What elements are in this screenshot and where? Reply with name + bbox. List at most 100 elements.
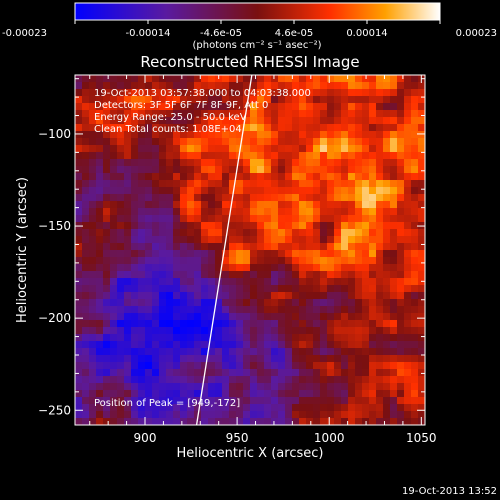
heatmap-cell: [376, 411, 384, 419]
heatmap-cell: [411, 362, 419, 370]
heatmap-cell: [222, 131, 230, 139]
heatmap-cell: [159, 82, 167, 90]
heatmap-cell: [397, 362, 405, 370]
heatmap-cell: [278, 341, 286, 349]
heatmap-cell: [250, 250, 258, 258]
heatmap-cell: [362, 145, 370, 153]
heatmap-cell: [278, 187, 286, 195]
heatmap-cell: [299, 236, 307, 244]
heatmap-cell: [215, 271, 223, 279]
heatmap-cell: [285, 103, 293, 111]
heatmap-cell: [264, 152, 272, 160]
heatmap-cell: [194, 243, 202, 251]
heatmap-cell: [327, 222, 335, 230]
heatmap-cell: [271, 299, 279, 307]
heatmap-cell: [124, 201, 132, 209]
heatmap-cell: [103, 271, 111, 279]
heatmap-cell: [215, 243, 223, 251]
heatmap-cell: [187, 355, 195, 363]
heatmap-cell: [159, 362, 167, 370]
heatmap-cell: [110, 222, 118, 230]
heatmap-cell: [145, 285, 153, 293]
heatmap-cell: [397, 271, 405, 279]
heatmap-cell: [194, 75, 202, 83]
heatmap-cell: [89, 82, 97, 90]
heatmap-cell: [180, 306, 188, 314]
heatmap-cell: [75, 194, 83, 202]
heatmap-cell: [166, 103, 174, 111]
heatmap-cell: [180, 243, 188, 251]
heatmap-cell: [355, 159, 363, 167]
heatmap-cell: [166, 145, 174, 153]
heatmap-cell: [383, 138, 391, 146]
heatmap-cell: [208, 222, 216, 230]
heatmap-cell: [320, 89, 328, 97]
heatmap-cell: [250, 236, 258, 244]
heatmap-cell: [138, 271, 146, 279]
heatmap-cell: [215, 152, 223, 160]
heatmap-cell: [180, 75, 188, 83]
heatmap-cell: [313, 194, 321, 202]
heatmap-cell: [187, 320, 195, 328]
heatmap-cell: [194, 271, 202, 279]
heatmap-cell: [138, 264, 146, 272]
heatmap-cell: [278, 390, 286, 398]
heatmap-cell: [96, 152, 104, 160]
heatmap-cell: [418, 404, 425, 412]
heatmap-cell: [166, 299, 174, 307]
heatmap-cell: [285, 390, 293, 398]
heatmap-cell: [306, 362, 314, 370]
heatmap-cell: [166, 327, 174, 335]
heatmap-cell: [201, 376, 209, 384]
heatmap-cell: [166, 159, 174, 167]
heatmap-cell: [376, 362, 384, 370]
heatmap-cell: [201, 327, 209, 335]
heatmap-cell: [75, 187, 83, 195]
heatmap-cell: [222, 152, 230, 160]
heatmap-cell: [215, 145, 223, 153]
heatmap-cell: [243, 390, 251, 398]
heatmap-cell: [187, 208, 195, 216]
heatmap-cell: [404, 362, 412, 370]
heatmap-cell: [103, 327, 111, 335]
heatmap-cell: [404, 131, 412, 139]
heatmap-cell: [138, 110, 146, 118]
heatmap-cell: [390, 250, 398, 258]
heatmap-cell: [313, 96, 321, 104]
heatmap-cell: [208, 383, 216, 391]
heatmap-cell: [383, 250, 391, 258]
heatmap-cell: [89, 194, 97, 202]
heatmap-cell: [250, 334, 258, 342]
heatmap-cell: [89, 299, 97, 307]
heatmap-cell: [390, 236, 398, 244]
heatmap-cell: [243, 96, 251, 104]
heatmap-cell: [390, 75, 398, 83]
heatmap-cell: [397, 222, 405, 230]
heatmap-cell: [320, 173, 328, 181]
heatmap-cell: [243, 145, 251, 153]
heatmap-cell: [131, 138, 139, 146]
heatmap-cell: [313, 208, 321, 216]
heatmap-cell: [208, 229, 216, 237]
heatmap-cell: [250, 327, 258, 335]
heatmap-cell: [306, 201, 314, 209]
heatmap-cell: [334, 215, 342, 223]
heatmap-cell: [292, 411, 300, 419]
heatmap-cell: [355, 117, 363, 125]
heatmap-cell: [411, 411, 419, 419]
heatmap-cell: [96, 124, 104, 132]
heatmap-cell: [89, 257, 97, 265]
heatmap-cell: [257, 376, 265, 384]
heatmap-cell: [180, 397, 188, 405]
heatmap-cell: [131, 299, 139, 307]
heatmap-cell: [327, 173, 335, 181]
x-tick-label: 1000: [314, 431, 345, 445]
heatmap-cell: [131, 362, 139, 370]
heatmap-cell: [334, 138, 342, 146]
heatmap-cell: [236, 173, 244, 181]
heatmap-cell: [89, 173, 97, 181]
heatmap-cell: [82, 285, 90, 293]
heatmap-cell: [299, 110, 307, 118]
heatmap-cell: [208, 194, 216, 202]
heatmap-cell: [75, 229, 83, 237]
